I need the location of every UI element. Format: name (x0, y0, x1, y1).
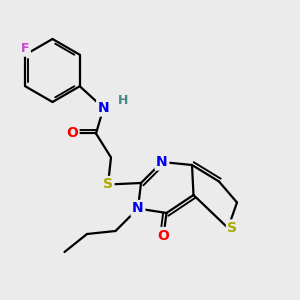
Text: F: F (21, 42, 29, 55)
Text: N: N (98, 101, 109, 115)
Text: N: N (156, 155, 168, 169)
Text: N: N (132, 202, 144, 215)
Text: H: H (118, 94, 128, 107)
Text: S: S (227, 221, 238, 235)
Text: S: S (103, 178, 113, 191)
Text: O: O (66, 127, 78, 140)
Text: O: O (158, 229, 169, 242)
